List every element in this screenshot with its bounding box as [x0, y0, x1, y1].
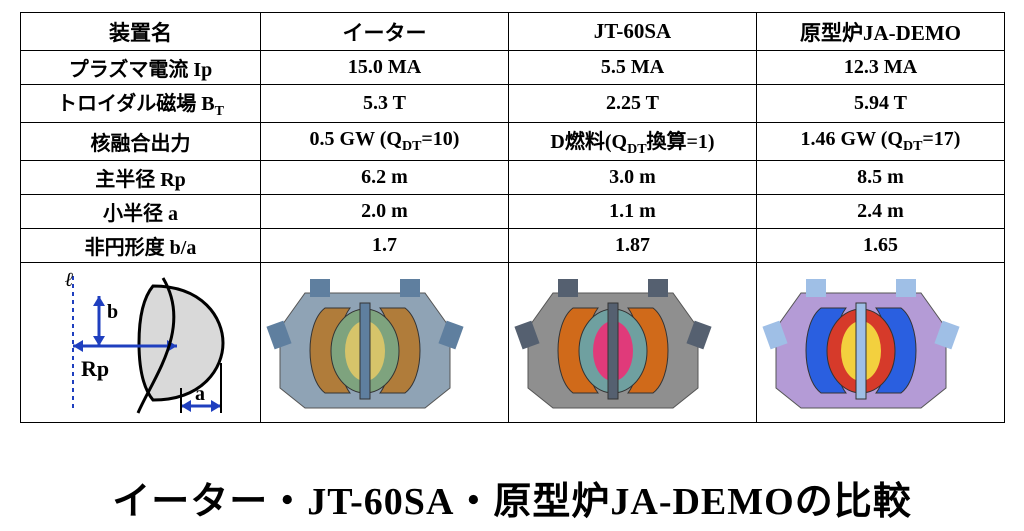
table-cell: 5.3 T	[261, 85, 509, 123]
table-cell: 12.3 MA	[757, 51, 1005, 85]
comparison-table: 装置名 イーター JT-60SA 原型炉JA-DEMO プラズマ電流 Ip15.…	[20, 12, 1005, 423]
table-body: プラズマ電流 Ip15.0 MA5.5 MA12.3 MAトロイダル磁場 BT5…	[21, 51, 1005, 423]
row-label: 核融合出力	[21, 123, 261, 161]
table-cell: 0.5 GW (QDT=10)	[261, 123, 509, 161]
table-row: プラズマ電流 Ip15.0 MA5.5 MA12.3 MA	[21, 51, 1005, 85]
table-row: 主半径 Rp6.2 m3.0 m8.5 m	[21, 161, 1005, 195]
table-cell: 5.5 MA	[509, 51, 757, 85]
svg-text:a: a	[195, 383, 205, 405]
header-device: 装置名	[21, 13, 261, 51]
table-cell: 2.0 m	[261, 195, 509, 229]
table-row: 非円形度 b/a1.71.871.65	[21, 229, 1005, 263]
header-jademo: 原型炉JA-DEMO	[757, 13, 1005, 51]
table-cell: 15.0 MA	[261, 51, 509, 85]
row-label: 主半径 Rp	[21, 161, 261, 195]
header-iter: イーター	[261, 13, 509, 51]
comparison-table-container: 装置名 イーター JT-60SA 原型炉JA-DEMO プラズマ電流 Ip15.…	[20, 12, 1004, 423]
header-row: 装置名 イーター JT-60SA 原型炉JA-DEMO	[21, 13, 1005, 51]
jademo-cutaway-icon	[757, 263, 1005, 423]
table-cell: 3.0 m	[509, 161, 757, 195]
svg-text:ℓ: ℓ	[65, 269, 74, 291]
table-row: 小半径 a2.0 m1.1 m2.4 m	[21, 195, 1005, 229]
svg-text:Rp: Rp	[81, 356, 109, 381]
figure-row: ℓ Rp b a	[21, 263, 1005, 423]
table-cell: 8.5 m	[757, 161, 1005, 195]
table-row: 核融合出力0.5 GW (QDT=10)D燃料(QDT換算=1)1.46 GW …	[21, 123, 1005, 161]
table-cell: 1.1 m	[509, 195, 757, 229]
row-label: 非円形度 b/a	[21, 229, 261, 263]
table-cell: 1.7	[261, 229, 509, 263]
table-row: トロイダル磁場 BT5.3 T2.25 T5.94 T	[21, 85, 1005, 123]
header-jt60sa: JT-60SA	[509, 13, 757, 51]
iter-cutaway-icon	[261, 263, 509, 423]
svg-text:b: b	[107, 301, 118, 323]
table-cell: 5.94 T	[757, 85, 1005, 123]
row-label: 小半径 a	[21, 195, 261, 229]
table-cell: 6.2 m	[261, 161, 509, 195]
table-cell: 1.87	[509, 229, 757, 263]
cross-section-svg: ℓ Rp b a	[43, 268, 253, 418]
figure-caption: イーター・JT-60SA・原型炉JA-DEMOの比較	[0, 470, 1024, 525]
row-label: トロイダル磁場 BT	[21, 85, 261, 123]
table-cell: 2.4 m	[757, 195, 1005, 229]
jt60sa-cutaway-icon	[509, 263, 757, 423]
table-cell: D燃料(QDT換算=1)	[509, 123, 757, 161]
table-cell: 1.65	[757, 229, 1005, 263]
table-cell: 1.46 GW (QDT=17)	[757, 123, 1005, 161]
plasma-cross-section-diagram: ℓ Rp b a	[21, 263, 261, 423]
row-label: プラズマ電流 Ip	[21, 51, 261, 85]
table-cell: 2.25 T	[509, 85, 757, 123]
